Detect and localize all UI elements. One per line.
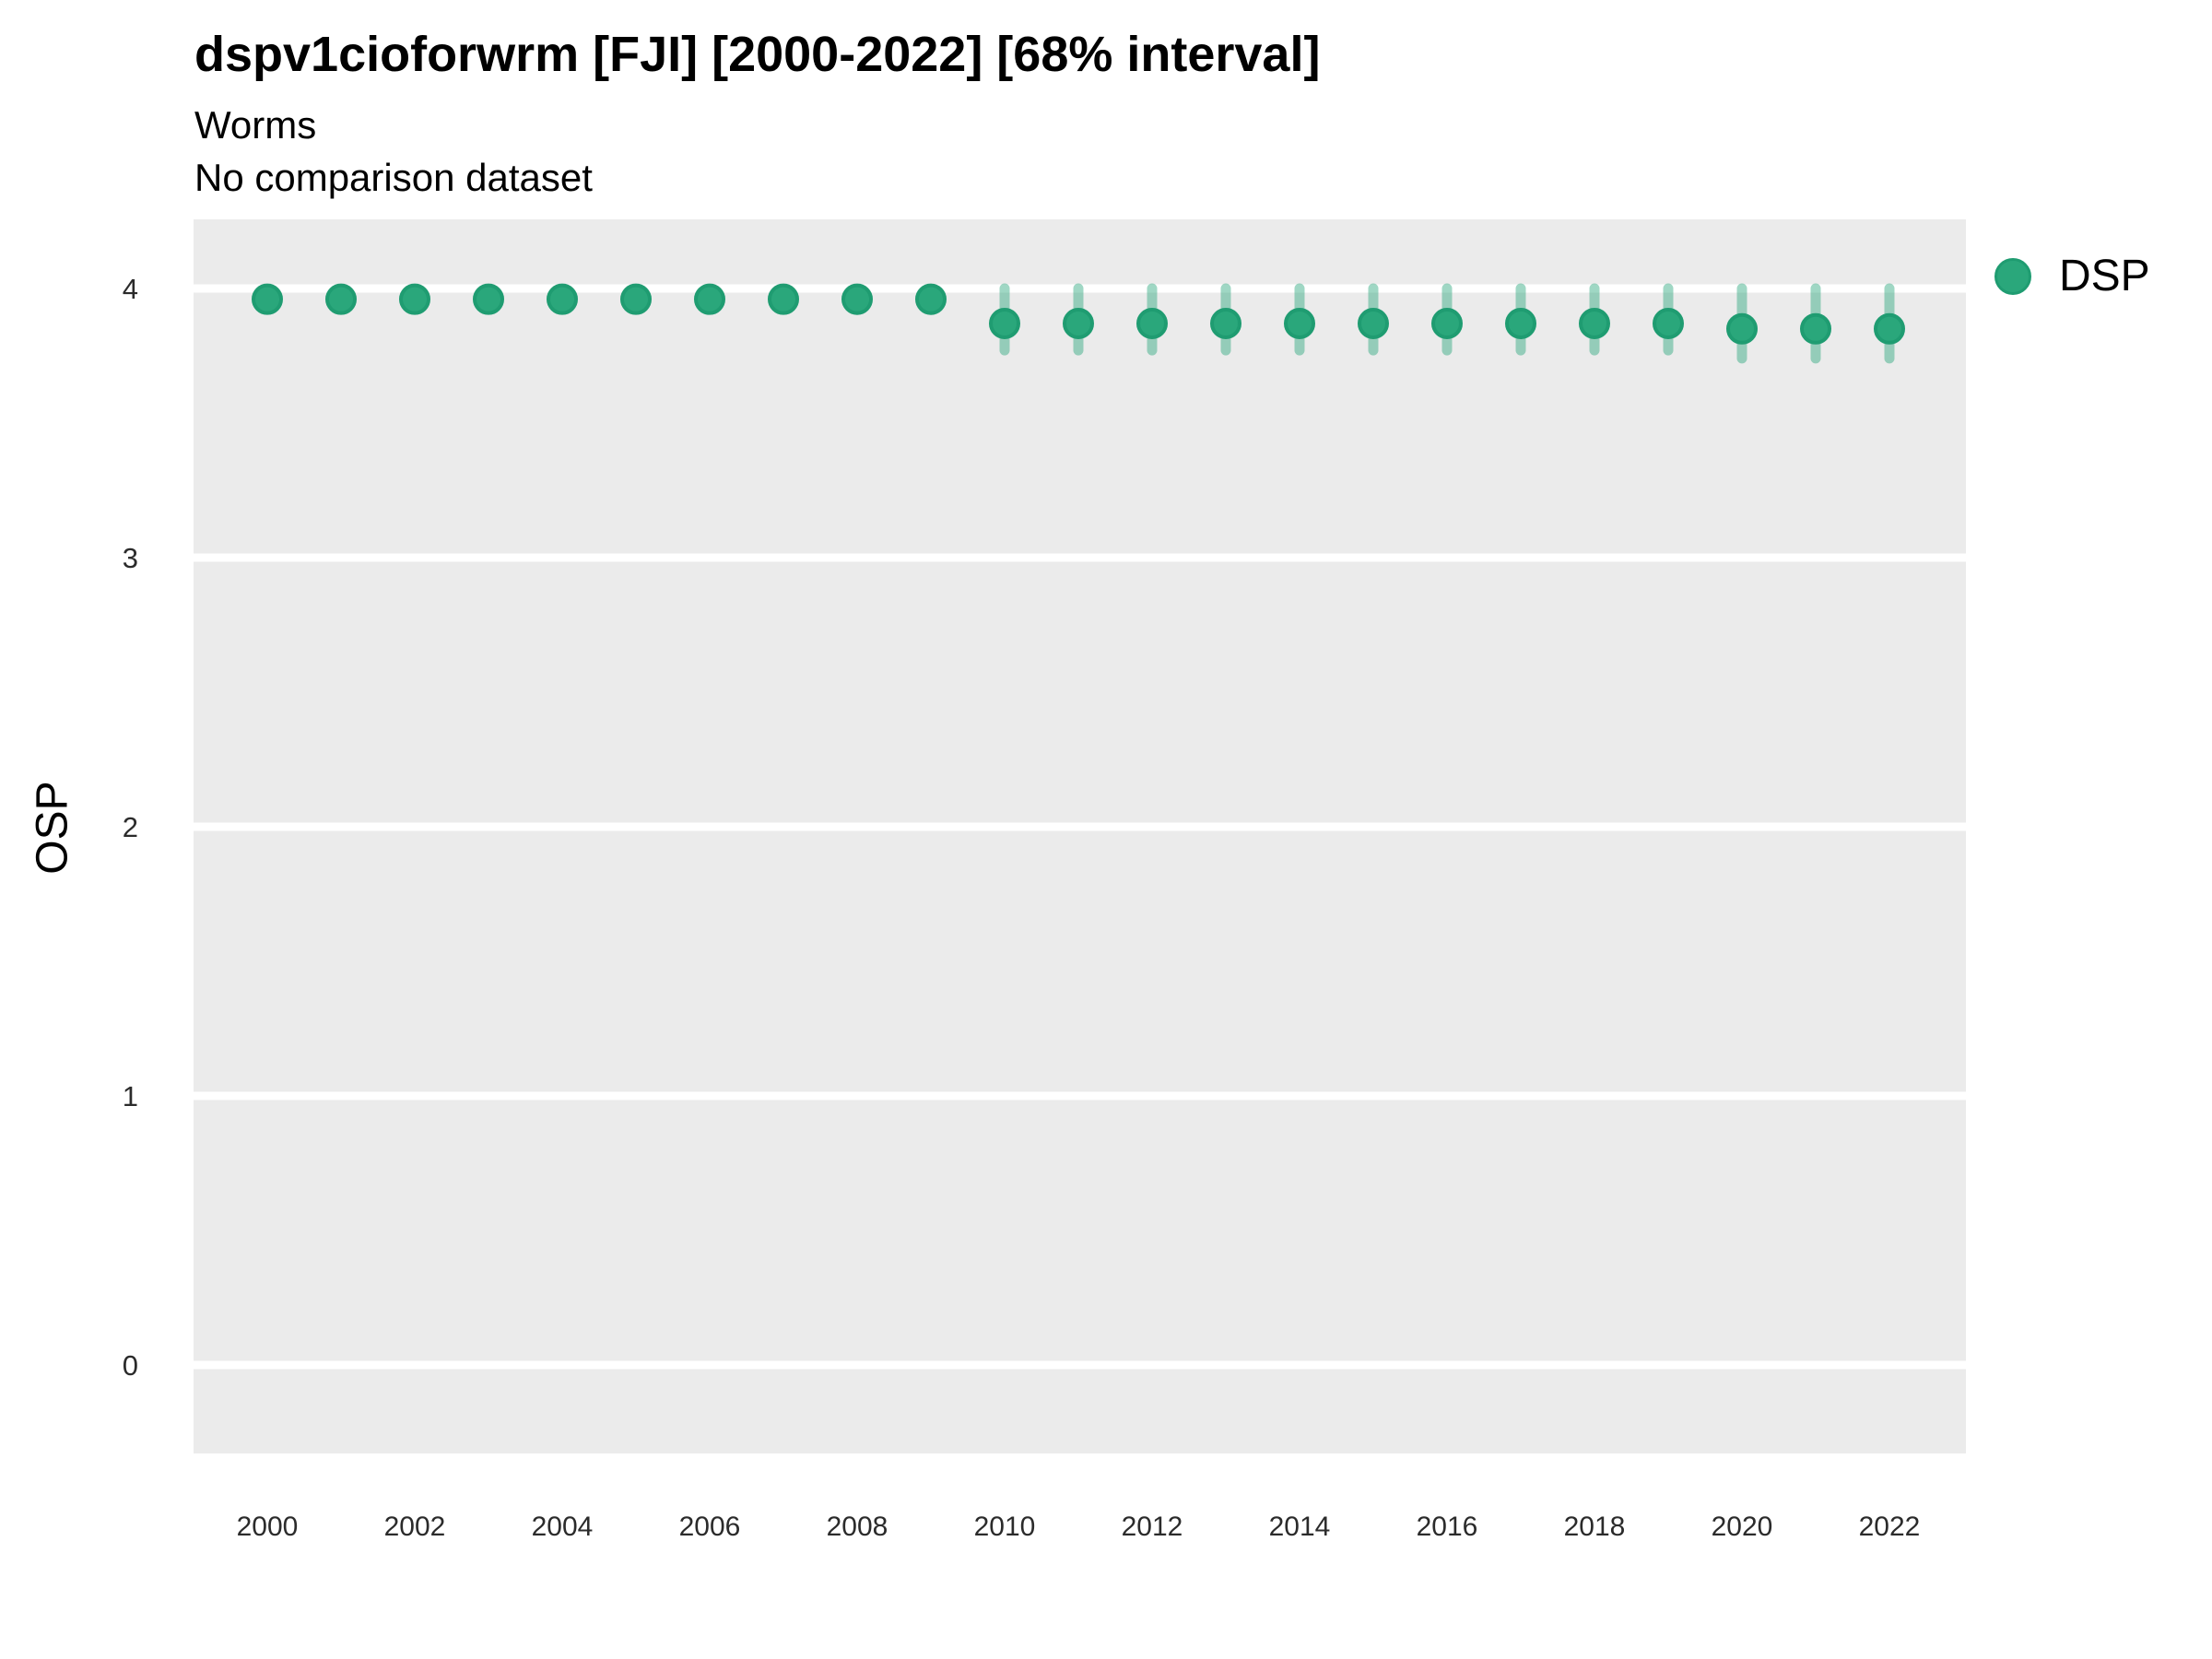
x-tick-label: 2004: [532, 1512, 594, 1542]
y-tick-label: 0: [123, 1349, 138, 1382]
data-point-2009: [915, 283, 947, 315]
data-point-2008: [841, 283, 873, 315]
data-point-2005: [620, 283, 652, 315]
data-point-2016: [1431, 307, 1463, 339]
data-point-2000: [252, 283, 283, 315]
data-point-2002: [399, 283, 430, 315]
legend: DSP: [1994, 254, 2150, 299]
data-point-2007: [768, 283, 799, 315]
data-point-2012: [1136, 307, 1168, 339]
y-tick-label: 3: [123, 542, 138, 574]
x-tick-label: 2014: [1269, 1512, 1331, 1542]
data-point-2013: [1210, 307, 1241, 339]
x-tick-label: 2022: [1859, 1512, 1921, 1542]
y-tick-label: 1: [123, 1080, 138, 1112]
data-point-2001: [325, 283, 357, 315]
data-point-2017: [1505, 307, 1536, 339]
data-point-2019: [1653, 307, 1684, 339]
x-tick-label: 2008: [827, 1512, 888, 1542]
data-point-2011: [1063, 307, 1094, 339]
data-point-2020: [1726, 312, 1758, 345]
data-point-2018: [1579, 307, 1610, 339]
data-point-2003: [473, 283, 504, 315]
y-tick-label: 2: [123, 811, 138, 843]
x-tick-label: 2016: [1417, 1512, 1478, 1542]
data-point-2014: [1284, 307, 1315, 339]
plot-panel: [194, 219, 1966, 1453]
legend-label: DSP: [2059, 252, 2150, 300]
data-point-2006: [694, 283, 725, 315]
x-tick-label: 2010: [974, 1512, 1036, 1542]
data-point-2010: [989, 307, 1020, 339]
chart-title: dspv1cioforwrm [FJI] [2000-2022] [68% in…: [194, 27, 1321, 82]
x-tick-label: 2020: [1712, 1512, 1773, 1542]
x-tick-label: 2006: [679, 1512, 741, 1542]
y-tick-label: 4: [123, 273, 138, 305]
x-tick-label: 2002: [384, 1512, 446, 1542]
legend-marker-icon: [1994, 258, 2031, 295]
x-tick-label: 2000: [237, 1512, 299, 1542]
comparison-note: No comparison dataset: [194, 156, 593, 199]
data-point-2021: [1800, 312, 1831, 345]
data-point-2022: [1874, 312, 1905, 345]
data-point-2004: [547, 283, 578, 315]
chart-subtitle: Worms: [194, 103, 317, 147]
x-tick-label: 2018: [1564, 1512, 1626, 1542]
data-point-2015: [1358, 307, 1389, 339]
x-tick-label: 2012: [1122, 1512, 1183, 1542]
